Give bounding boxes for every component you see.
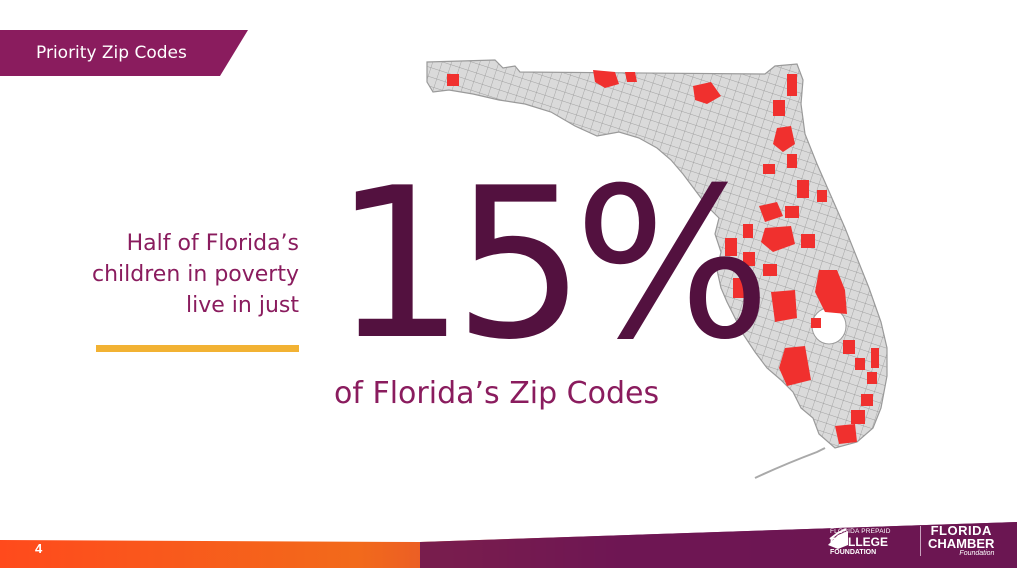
footer-shape <box>0 522 1017 568</box>
stat-caption: of Florida’s Zip Codes <box>334 376 660 411</box>
logo-chamber-line1: FLORIDA <box>930 523 992 538</box>
chamber-foundation-logo: FLORIDA CHAMBER Foundation <box>928 524 994 558</box>
intro-line: live in just <box>186 293 299 318</box>
florida-zip-map <box>426 59 888 479</box>
intro-line: children in poverty <box>92 262 299 287</box>
logo-college-line3: FOUNDATION <box>830 549 877 556</box>
section-tag-label: Priority Zip Codes <box>36 43 187 63</box>
priority-zip-areas <box>447 70 879 444</box>
florida-outline <box>426 59 888 449</box>
book-icon <box>828 528 848 549</box>
stat-value: 15% <box>333 144 771 386</box>
logo-divider <box>920 526 921 556</box>
logo-college-line1: FLORIDA PREPAID <box>830 528 891 535</box>
section-tag-shape <box>0 30 248 76</box>
logo-chamber-line2: CHAMBER <box>928 536 995 551</box>
page-number: 4 <box>35 541 43 556</box>
intro-text: Half of Florida’s children in poverty li… <box>39 228 299 321</box>
accent-rule <box>96 345 299 352</box>
college-foundation-logo: FLORIDA PREPAID COLLEGE FOUNDATION <box>826 527 891 557</box>
keys <box>754 447 826 479</box>
footer-bar: 4 FLORIDA PREPAID COLLEGE FOUNDATION FLO… <box>0 522 1017 568</box>
section-tag: Priority Zip Codes <box>0 30 248 76</box>
intro-line: Half of Florida’s <box>126 231 299 256</box>
logo-chamber-line3: Foundation <box>959 550 995 557</box>
